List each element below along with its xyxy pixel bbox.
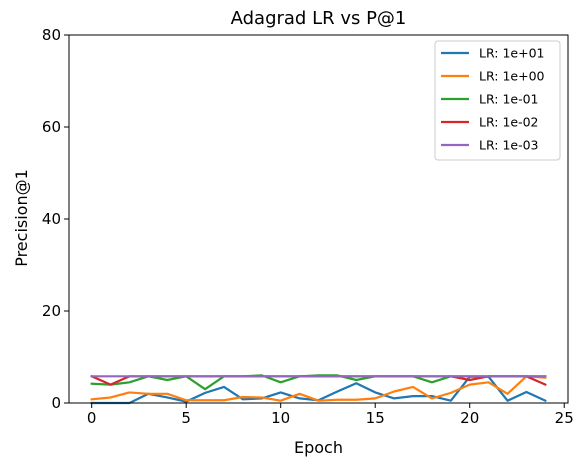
series-line-0 (90, 375, 547, 405)
legend: LR: 1e+01 LR: 1e+00 LR: 1e-01 LR: 1e-02 LR: … (434, 40, 561, 161)
legend-label: LR: 1e+01 (479, 46, 544, 61)
chart-title: Adagrad LR vs P@1 (231, 8, 407, 29)
plot-area (90, 374, 547, 405)
x-tick-label: 15 (366, 409, 385, 427)
x-tick-label: 0 (87, 409, 97, 427)
y-axis-label: Precision@1 (12, 169, 31, 267)
x-tick-label: 5 (181, 409, 191, 427)
legend-label: LR: 1e-03 (479, 138, 539, 153)
y-tick-label: 0 (51, 394, 61, 412)
x-axis-label: Epoch (294, 438, 343, 457)
legend-label: LR: 1e+00 (479, 69, 545, 84)
y-tick-label: 40 (42, 210, 61, 228)
legend-label: LR: 1e-01 (479, 92, 539, 107)
y-tick-label: 20 (42, 302, 61, 320)
y-axis: 0 20 40 60 80 (42, 26, 69, 412)
y-tick-label: 60 (42, 118, 61, 136)
x-axis: 0 5 10 15 20 25 (87, 403, 574, 427)
x-tick-label: 20 (460, 409, 479, 427)
series-line-1 (90, 375, 547, 402)
x-tick-label: 10 (271, 409, 290, 427)
x-tick-label: 25 (555, 409, 574, 427)
legend-label: LR: 1e-02 (479, 115, 539, 130)
y-tick-label: 80 (42, 26, 61, 44)
legend-box (434, 40, 561, 161)
